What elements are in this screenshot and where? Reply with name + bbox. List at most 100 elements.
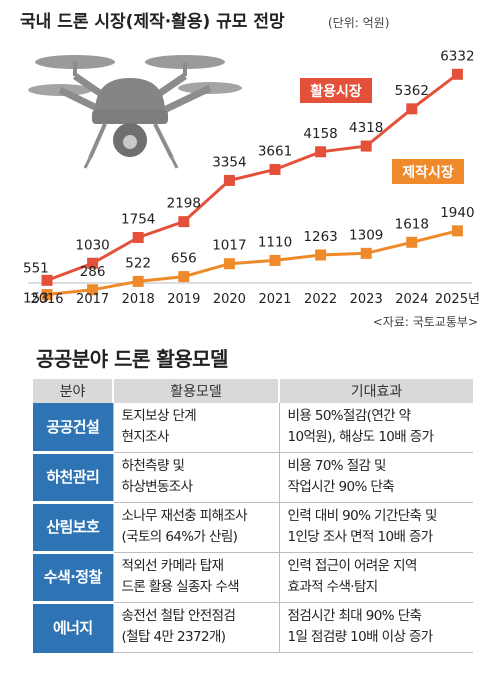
- legend-label-usage-market: 활용시장: [310, 83, 362, 100]
- data-point-usage-market: [41, 274, 53, 286]
- data-labels-usage-market: 551 1030 1754 2198 3354 3661 4158 4318 5362 6332: [23, 48, 475, 276]
- data-point-usage-market: [132, 231, 144, 243]
- x-tick-label: 2024: [395, 292, 428, 307]
- data-label-usage-market: 3661: [258, 143, 292, 159]
- data-point-manufacturing-market: [223, 258, 235, 270]
- data-point-manufacturing-market: [132, 275, 144, 287]
- data-point-usage-market: [360, 140, 372, 152]
- data-point-usage-market: [178, 216, 190, 228]
- model-line: 하천측량 및: [121, 458, 185, 474]
- legend-manufacturing-market: 제작시장: [392, 159, 464, 184]
- data-label-manufacturing-market: 1309: [349, 227, 383, 243]
- data-label-manufacturing-market: 1618: [395, 216, 429, 232]
- data-point-manufacturing-market: [360, 247, 372, 259]
- data-point-manufacturing-market: [178, 271, 190, 283]
- series-line-usage-market: [46, 73, 459, 282]
- series-points-manufacturing-market: [41, 225, 463, 301]
- row-model: 소나무 재선충 피해조사 (국토의 64%가 산림): [112, 502, 279, 553]
- data-label-usage-market: 2198: [167, 196, 201, 212]
- data-point-manufacturing-market: [451, 225, 463, 237]
- x-tick-label: 2016: [30, 292, 63, 307]
- row-effect: 인력 대비 90% 기간단축 및 1인당 조사 면적 10배 증가: [278, 502, 473, 553]
- data-label-manufacturing-market: 153: [23, 291, 49, 307]
- model-line: 토지보상 단계: [121, 408, 197, 424]
- x-tick-label: 2019: [167, 292, 200, 307]
- data-point-usage-market: [451, 68, 463, 80]
- chart-title: 국내 드론 시장(제작·활용) 규모 전망: [20, 11, 285, 32]
- x-tick-label: 2023: [350, 292, 383, 307]
- row-effect: 비용 50%절감(연간 약 10억원), 해상도 10배 증가: [278, 403, 473, 453]
- series-points-usage-market: [41, 68, 463, 286]
- data-label-usage-market: 4158: [303, 126, 337, 142]
- row-category: 수색·정찰: [33, 552, 113, 604]
- x-tick-label: 2022: [304, 292, 337, 307]
- data-labels-manufacturing-market: 153 286 522 656 1017 1110 1263 1309 1618 1940: [23, 205, 475, 307]
- effect-line: 비용 50%절감(연간 약: [287, 408, 412, 424]
- data-point-manufacturing-market: [269, 254, 281, 266]
- data-point-usage-market: [223, 174, 235, 186]
- header-effect: 기대효과: [278, 379, 473, 403]
- model-line: (철탑 4만 2372개): [121, 629, 227, 645]
- model-line: 드론 활용 실종자 수색: [121, 579, 240, 595]
- data-label-usage-market: 551: [23, 260, 49, 276]
- data-label-usage-market: 3354: [212, 154, 246, 170]
- row-category: 공공건설: [33, 403, 113, 454]
- effect-line: 1인당 조사 면적 10배 증가: [287, 529, 434, 545]
- x-tick-label: 2020: [213, 292, 246, 307]
- x-tick-label: 2025년: [435, 292, 480, 307]
- model-line: 송전선 철탑 안전점검: [121, 608, 236, 624]
- row-effect: 점검시간 최대 90% 단축 1일 점검량 10배 이상 증가: [278, 602, 473, 653]
- table-row: 산림보호 소나무 재선충 피해조사 (국토의 64%가 산림) 인력 대비 90%…: [33, 502, 473, 554]
- data-label-manufacturing-market: 286: [80, 264, 106, 280]
- header-model: 활용모델: [112, 379, 279, 403]
- model-line: 현지조사: [121, 429, 170, 445]
- data-label-usage-market: 4318: [349, 120, 383, 136]
- effect-line: 비용 70% 절감 및: [287, 458, 387, 474]
- model-line: 적외선 카메라 탑재: [121, 558, 225, 574]
- table-row: 하천관리 하천측량 및 하상변동조사 비용 70% 절감 및 작업시간 90% 단축: [33, 452, 473, 504]
- effect-line: 인력 접근이 어려운 지역: [287, 558, 418, 574]
- table-title: 공공분야 드론 활용모델: [36, 347, 228, 371]
- data-point-manufacturing-market: [87, 284, 99, 296]
- data-label-usage-market: 1030: [75, 237, 109, 253]
- row-model: 송전선 철탑 안전점검 (철탑 4만 2372개): [112, 602, 279, 653]
- header-category: 분야: [33, 379, 113, 403]
- data-point-usage-market: [269, 163, 281, 175]
- line-chart: 국내 드론 시장(제작·활용) 규모 전망 (단위: 억원) 551 1030 17…: [20, 11, 480, 329]
- data-point-manufacturing-market: [41, 289, 53, 301]
- model-line: 하상변동조사: [121, 479, 194, 495]
- data-label-manufacturing-market: 1110: [258, 234, 292, 250]
- x-tick-label: 2021: [258, 292, 291, 307]
- legend-label-manufacturing-market: 제작시장: [402, 164, 454, 181]
- x-tick-label: 2017: [76, 292, 109, 307]
- data-point-manufacturing-market: [315, 249, 327, 261]
- table-header-row: 분야 활용모델 기대효과: [33, 379, 473, 403]
- effect-line: 효과적 수색·탐지: [287, 579, 379, 595]
- row-category: 산림보호: [33, 502, 113, 554]
- effect-line: 1일 점검량 10배 이상 증가: [287, 629, 434, 645]
- effect-line: 점검시간 최대 90% 단축: [287, 608, 422, 624]
- effect-line: 작업시간 90% 단축: [287, 479, 395, 495]
- row-category: 에너지: [33, 602, 113, 653]
- data-point-usage-market: [87, 257, 99, 269]
- data-label-manufacturing-market: 1263: [303, 229, 337, 245]
- data-label-manufacturing-market: 656: [171, 251, 197, 267]
- data-label-manufacturing-market: 522: [125, 255, 151, 271]
- model-line: 소나무 재선충 피해조사: [121, 508, 248, 524]
- chart-unit-note: (단위: 억원): [328, 16, 389, 30]
- x-tick-label: 2018: [122, 292, 155, 307]
- chart-source: <자료: 국토교통부>: [373, 315, 478, 329]
- drone-illustration: [28, 55, 242, 169]
- series-line-manufacturing-market: [46, 229, 458, 296]
- data-label-usage-market: 1754: [121, 211, 155, 227]
- data-label-usage-market: 5362: [395, 83, 429, 99]
